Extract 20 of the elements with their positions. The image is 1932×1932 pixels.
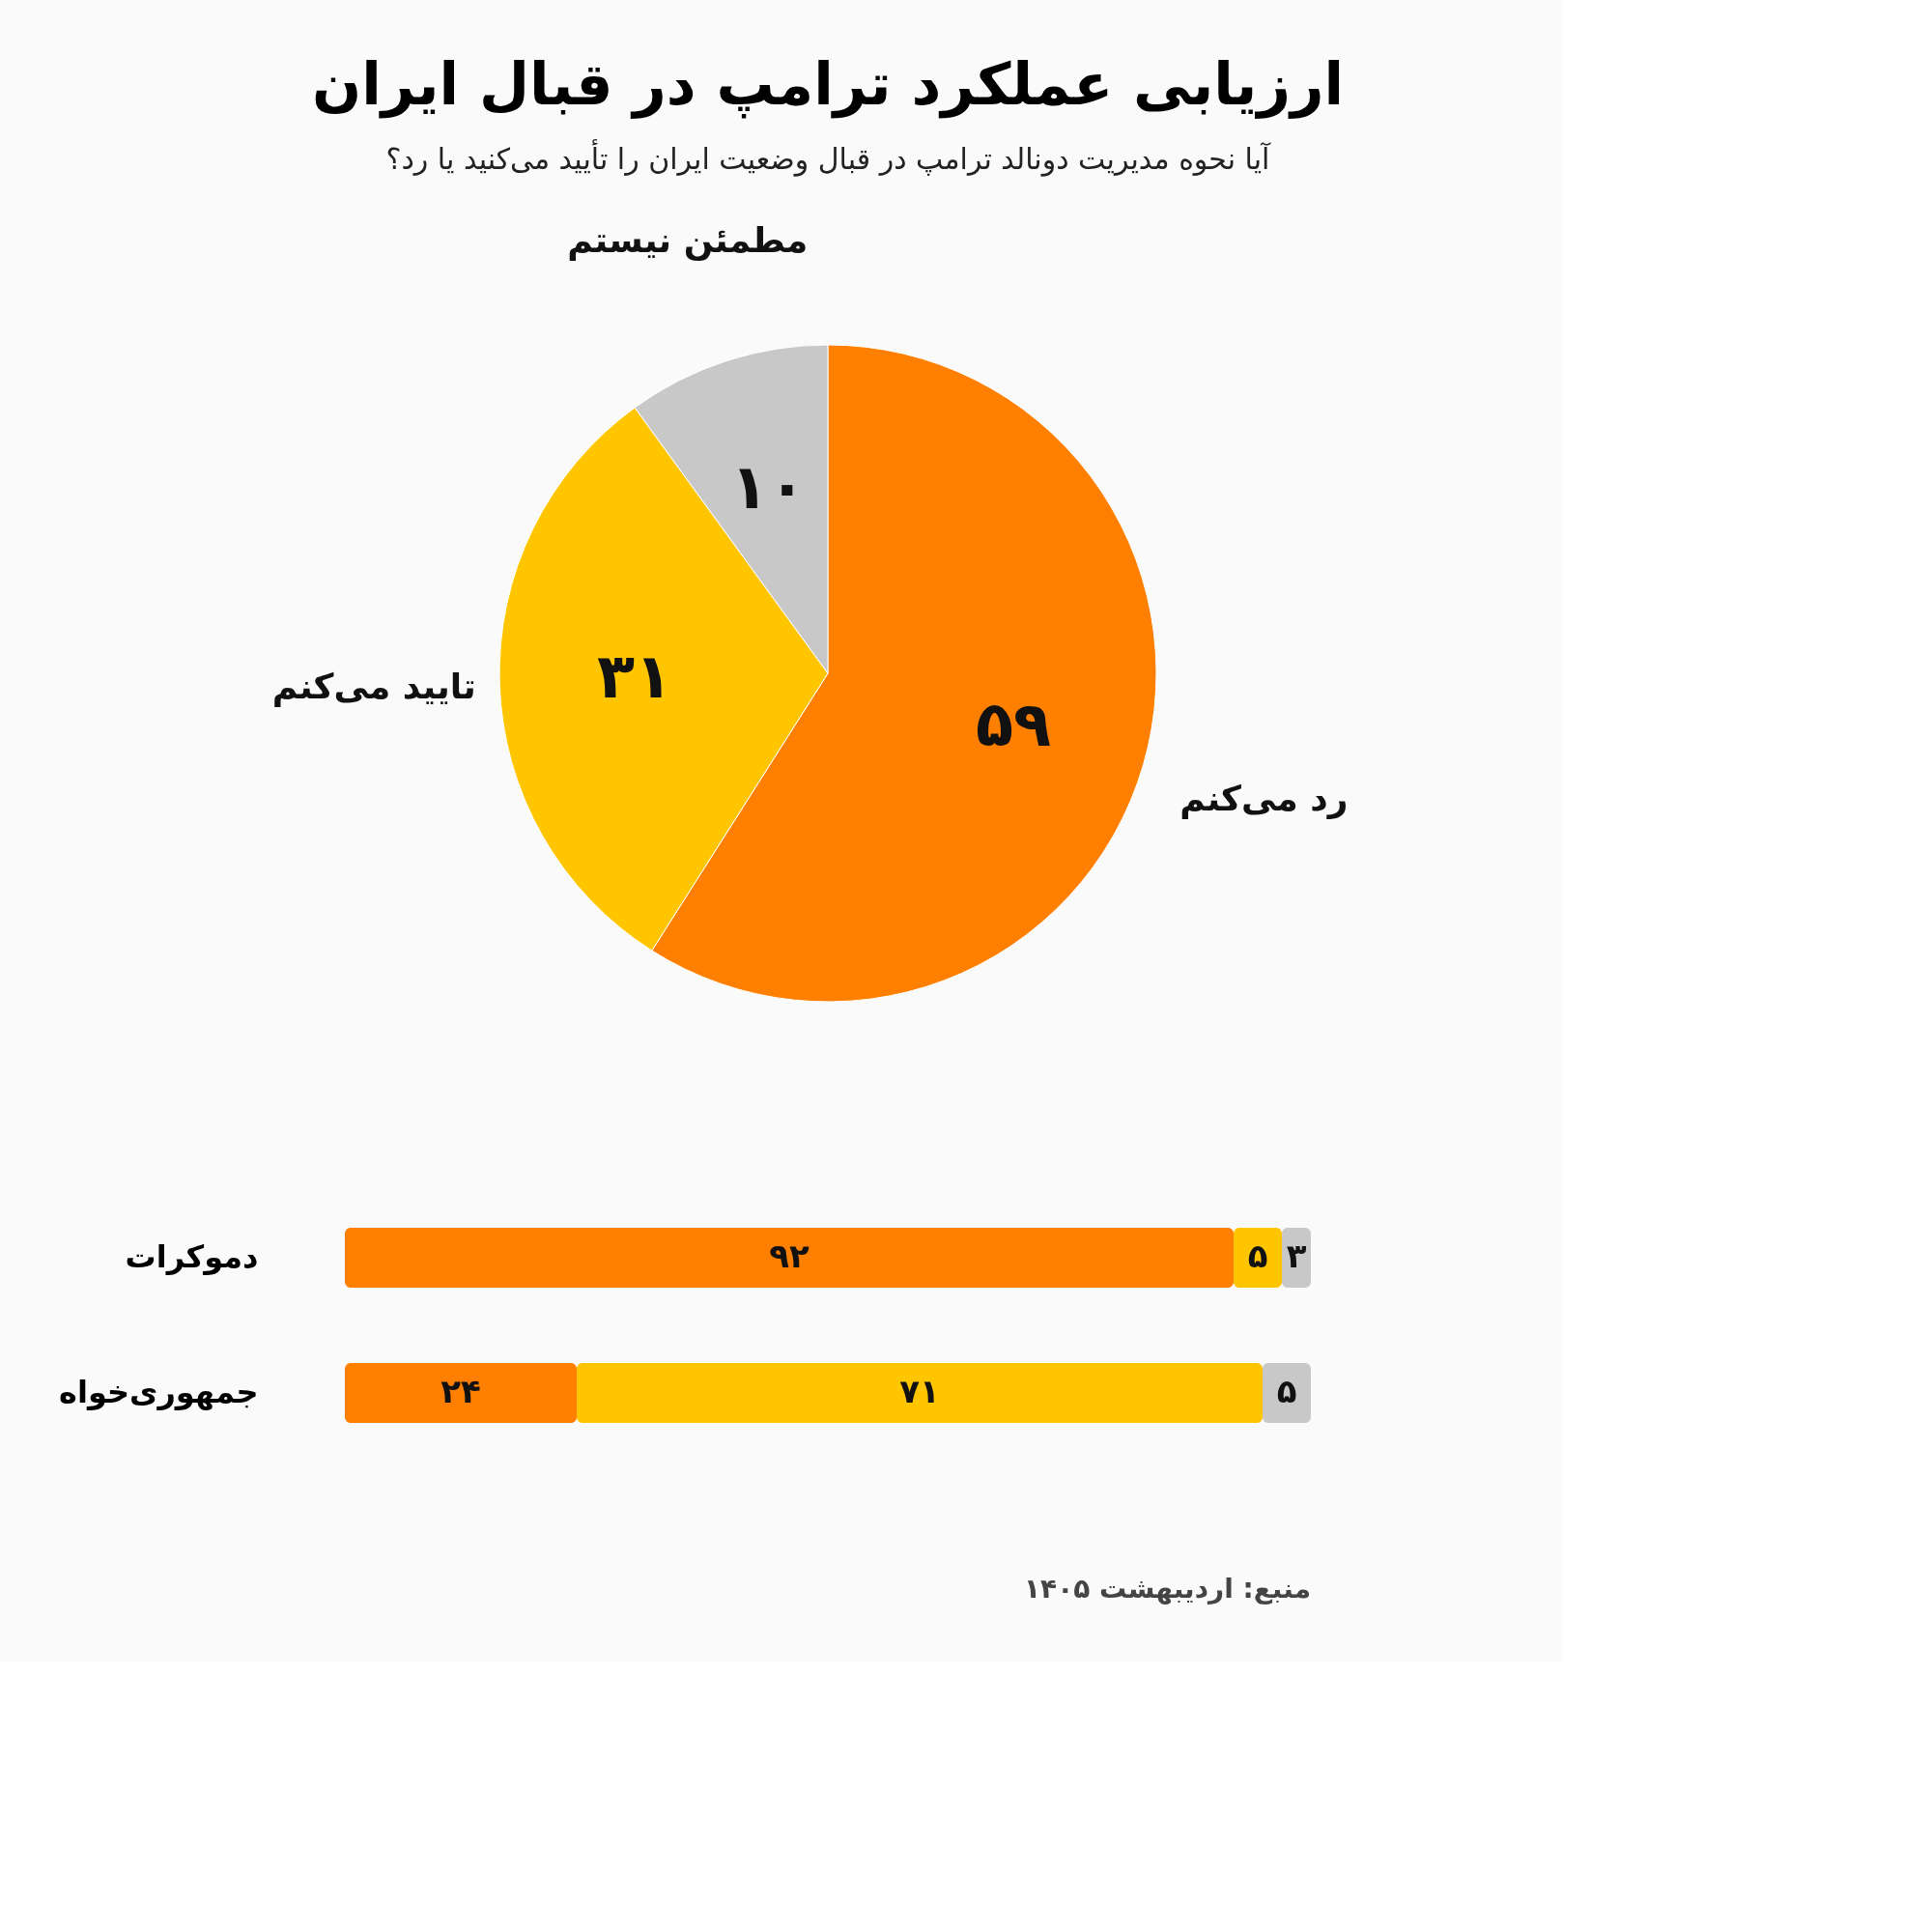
chart-subtitle: آیا نحوه مدیریت دونالد ترامپ در قبال وضعیت ایران را تأیید می‌کنید یا رد؟: [385, 138, 1272, 177]
data-label: ۳۱: [597, 640, 673, 713]
text: منبع: اردیبهشت ۱۴۰۵: [1023, 1573, 1311, 1605]
bar: [345, 1228, 1234, 1288]
data-label: ۵: [1247, 1236, 1268, 1275]
y-tick-label: دموکرات: [125, 1238, 259, 1275]
data-label: ۱۰: [730, 450, 807, 523]
data-label: ۲۴: [440, 1372, 481, 1410]
slice-label: رد می‌کنم: [1179, 779, 1349, 820]
data-label: ۷۱: [899, 1372, 940, 1410]
data-label: ۳: [1286, 1236, 1307, 1275]
y-tick-label: جمهوری‌خواه: [59, 1374, 259, 1410]
chart-title: ارزیابی عملکرد ترامپ در قبال ایران: [311, 50, 1345, 119]
data-label: ۵: [1276, 1372, 1297, 1410]
bar: [345, 1363, 577, 1423]
data-label: ۹۲: [769, 1236, 810, 1275]
data-label: ۵۹: [976, 688, 1052, 760]
slice-label: مطمئن نیستم: [567, 220, 809, 261]
bar: [577, 1363, 1263, 1423]
slice-label: تایید می‌کنم: [271, 666, 476, 707]
